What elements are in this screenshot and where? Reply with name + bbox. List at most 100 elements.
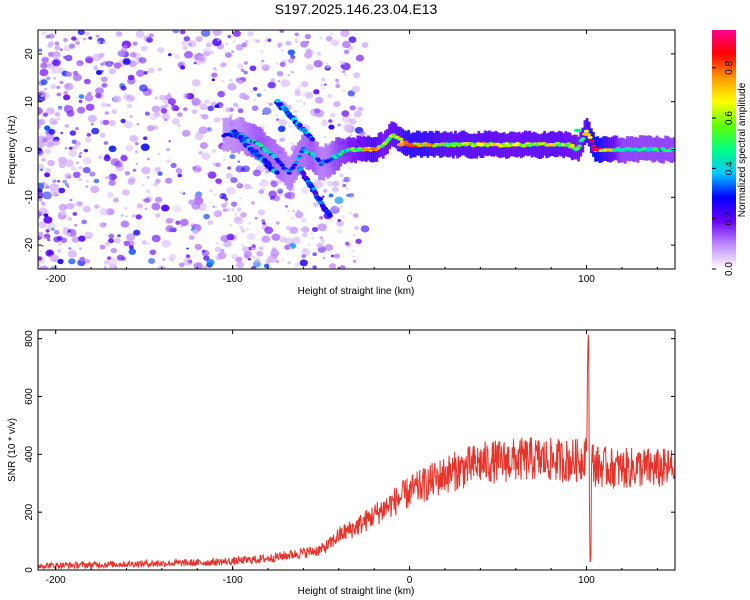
noise-dot	[108, 120, 116, 126]
noise-dot	[50, 227, 55, 231]
noise-dot	[100, 70, 104, 73]
noise-dot	[62, 226, 68, 232]
noise-dot	[237, 160, 241, 163]
noise-dot	[161, 239, 172, 248]
noise-dot	[123, 240, 131, 247]
ridge-hotspot	[405, 142, 414, 147]
noise-dot	[172, 105, 180, 112]
noise-dot	[102, 119, 110, 126]
noise-dot	[360, 225, 370, 233]
noise-dot	[38, 147, 43, 155]
noise-dot	[71, 36, 77, 41]
noise-dot	[230, 177, 238, 184]
noise-dot	[38, 48, 43, 52]
noise-dot	[38, 125, 41, 129]
noise-dot	[304, 91, 314, 99]
noise-dot	[67, 229, 71, 233]
noise-dot	[328, 124, 335, 130]
noise-dot	[224, 107, 232, 113]
snr-x-label: Height of straight line (km)	[298, 586, 415, 597]
noise-dot	[236, 63, 244, 70]
noise-dot	[279, 61, 286, 68]
noise-dot	[241, 42, 248, 48]
noise-dot	[251, 244, 256, 249]
noise-dot	[237, 108, 244, 114]
noise-dot	[328, 218, 332, 221]
noise-dot	[169, 253, 177, 260]
noise-dot	[60, 131, 64, 135]
noise-dot	[161, 204, 170, 212]
noise-dot	[112, 95, 122, 103]
noise-dot	[349, 195, 353, 198]
noise-dot	[209, 189, 213, 193]
noise-dot	[342, 40, 351, 49]
noise-dot	[314, 108, 321, 114]
noise-dot	[167, 53, 172, 57]
noise-dot	[347, 90, 356, 97]
noise-dot	[230, 208, 235, 212]
noise-dot	[141, 166, 151, 175]
branch-cell	[240, 137, 247, 142]
ridge-hotspot	[476, 142, 485, 147]
noise-dot	[203, 213, 210, 220]
noise-dot	[225, 52, 232, 58]
noise-dot	[310, 112, 314, 116]
noise-dot	[279, 30, 285, 33]
noise-dot	[125, 215, 128, 218]
noise-dot	[291, 236, 301, 244]
noise-dot	[103, 259, 110, 265]
noise-dot	[281, 49, 285, 52]
noise-dot	[277, 125, 286, 133]
noise-dot	[140, 143, 150, 151]
noise-dot	[236, 261, 245, 269]
noise-dot	[50, 69, 57, 74]
noise-dot	[198, 150, 203, 155]
noise-dot	[234, 216, 242, 223]
noise-dot	[254, 258, 261, 263]
noise-dot	[103, 265, 107, 269]
colorbar-gradient	[712, 30, 736, 269]
noise-dot	[128, 248, 137, 255]
noise-dot	[165, 177, 173, 184]
y-tick-label: 0	[24, 146, 35, 152]
noise-dot	[142, 183, 145, 186]
noise-dot	[134, 142, 139, 146]
noise-dot	[146, 176, 150, 179]
noise-dot	[181, 129, 191, 137]
noise-dot	[214, 104, 220, 109]
noise-dot	[250, 201, 256, 205]
noise-dot	[112, 175, 118, 180]
noise-dot	[179, 191, 184, 195]
noise-dot	[320, 77, 326, 82]
noise-dot	[339, 173, 345, 178]
noise-dot	[38, 191, 44, 198]
noise-dot	[78, 94, 85, 99]
noise-dot	[212, 67, 217, 70]
noise-dot	[327, 34, 331, 38]
noise-dot	[253, 98, 257, 102]
noise-dot	[361, 42, 369, 48]
noise-dot	[85, 137, 92, 143]
noise-dot	[177, 173, 182, 178]
noise-dot	[64, 104, 70, 110]
noise-dot	[224, 201, 229, 205]
noise-dot	[213, 210, 223, 218]
noise-dot	[67, 175, 71, 179]
noise-dot	[167, 98, 176, 105]
colorbar-tick-label: 0.4	[724, 161, 735, 175]
noise-dot	[157, 67, 162, 72]
noise-dot	[304, 51, 313, 59]
noise-dot	[261, 235, 271, 243]
noise-dot	[349, 133, 353, 137]
noise-dot	[43, 87, 48, 91]
noise-dot	[102, 40, 107, 44]
noise-dot	[64, 124, 69, 128]
noise-dot	[104, 176, 108, 179]
noise-dot	[39, 68, 49, 77]
noise-dot	[166, 159, 172, 164]
noise-dot	[95, 87, 104, 95]
noise-dot	[124, 120, 133, 129]
noise-dot	[145, 189, 150, 194]
noise-dot	[50, 84, 57, 90]
